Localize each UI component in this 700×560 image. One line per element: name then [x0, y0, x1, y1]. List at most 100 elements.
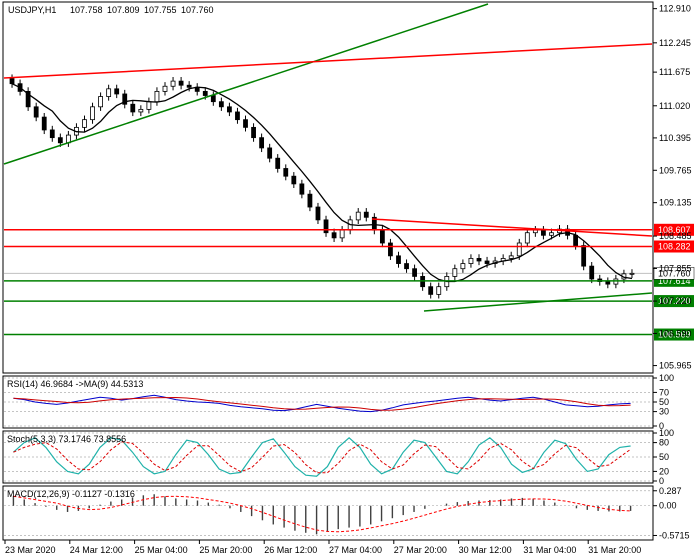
candle-body	[379, 229, 385, 244]
level-tag-label: 108.282	[658, 241, 691, 251]
macd-title: MACD(12,26,9) -0.1127 -0.1316	[7, 489, 135, 499]
candle-body	[154, 90, 160, 103]
candle-body	[307, 193, 313, 208]
price-axis-label: 108.485	[659, 231, 692, 241]
candle-body	[49, 129, 55, 139]
candle-body	[186, 84, 192, 88]
candle-body	[243, 119, 248, 128]
candle-body	[331, 232, 337, 239]
stoch-axis-label: 50	[659, 452, 669, 462]
rsi-ma-line	[13, 396, 631, 411]
current-price-tag-label: 107.760	[658, 268, 691, 278]
level-tag	[654, 223, 694, 236]
x-axis-label: 31 Mar 20:00	[588, 545, 641, 555]
stoch-axis-label: 0	[659, 476, 664, 486]
candle-body	[162, 85, 168, 92]
candle-body	[460, 263, 466, 270]
price-axis-label: 107.220	[659, 296, 692, 306]
level-tag	[654, 328, 694, 341]
candle-body	[210, 95, 216, 103]
candle-body	[82, 119, 87, 128]
upper-resistance-trendline	[3, 43, 653, 79]
price-axis-label: 111.020	[659, 101, 690, 111]
candle-body	[114, 88, 120, 95]
candle-body	[323, 219, 329, 234]
rsi-title: RSI(14) 46.9684 ->MA(9) 44.5313	[7, 379, 143, 389]
ohlc-low: 107.755	[144, 5, 177, 15]
candle-body	[41, 116, 47, 131]
rsi-axis-label: 100	[659, 373, 674, 383]
current-price-tag	[653, 267, 695, 280]
stoch-main-line	[13, 436, 631, 477]
candle-body	[589, 265, 595, 280]
candle-body	[508, 255, 514, 259]
candle-body	[468, 258, 474, 264]
candle-body	[25, 90, 31, 108]
candle-body	[436, 286, 442, 295]
candle-body	[267, 147, 273, 159]
candle-body	[138, 108, 144, 113]
x-axis-label: 23 Mar 2020	[5, 545, 56, 555]
candle-body	[363, 211, 369, 218]
candle-body	[227, 106, 232, 113]
candle-body	[581, 245, 587, 267]
level-tag-label: 108.607	[658, 225, 691, 235]
x-axis-label: 27 Mar 04:00	[329, 545, 382, 555]
x-axis-label: 26 Mar 12:00	[264, 545, 317, 555]
rsi-axis-label: 70	[659, 387, 669, 397]
candle-body	[259, 137, 265, 149]
candle-body	[605, 281, 611, 285]
stoch-axis-label: 20	[659, 466, 669, 476]
candle-body	[9, 78, 15, 85]
level-tag	[654, 295, 694, 308]
level-tag-label: 107.614	[658, 276, 691, 286]
candle-body	[573, 234, 579, 246]
x-axis-label: 27 Mar 20:00	[394, 545, 447, 555]
x-axis-label: 25 Mar 20:00	[199, 545, 252, 555]
candle-body	[388, 242, 393, 257]
candle-body	[90, 106, 95, 121]
candle-body	[396, 255, 401, 264]
rising-trendline	[3, 3, 489, 165]
level-tag-label: 107.220	[658, 296, 691, 306]
x-axis-label: 31 Mar 04:00	[523, 545, 576, 555]
rsi-axis-label: 30	[659, 407, 669, 417]
candle-body	[541, 229, 546, 236]
support-trendline	[423, 292, 653, 312]
ohlc-high: 107.809	[107, 5, 140, 15]
ohlc-open: 107.758	[70, 5, 103, 15]
candle-body	[516, 242, 522, 257]
price-axis-label: 105.965	[659, 361, 692, 371]
candle-body	[98, 96, 103, 108]
candle-body	[524, 232, 530, 244]
candle-body	[202, 90, 208, 96]
candle-body	[122, 93, 128, 105]
candle-body	[428, 286, 434, 295]
stoch-axis-label: 100	[659, 428, 674, 438]
candle-body	[130, 103, 136, 113]
candle-body	[339, 229, 345, 239]
candle-body	[299, 183, 305, 195]
candle-body	[412, 268, 417, 277]
macd-panel[interactable]	[2, 485, 654, 541]
macd-axis-label: -0.5715	[659, 530, 690, 540]
candle-body	[283, 168, 289, 177]
candle-body	[291, 175, 297, 185]
price-panel[interactable]	[2, 1, 654, 374]
price-axis-label: 107.855	[659, 263, 692, 273]
candle-body	[57, 137, 63, 144]
price-axis-label: 110.395	[659, 133, 691, 143]
candle-body	[218, 101, 224, 108]
candle-body	[235, 111, 240, 121]
chart-symbol-label: USDJPY,H1	[8, 5, 56, 15]
candle-body	[275, 157, 281, 169]
trend-lines	[3, 3, 653, 312]
stoch-title: Stoch(5,3,3) 73.1746 73.8556	[7, 434, 126, 444]
macd-axis-label: 0.00	[659, 501, 677, 511]
candle-body	[251, 126, 256, 139]
horizontal-levels: 108.607 108.282 107.614 107.220 106.569 107.7…	[4, 223, 695, 341]
moving-average-line	[11, 83, 633, 283]
indicator-series	[12, 394, 632, 535]
candle-body	[549, 232, 554, 236]
